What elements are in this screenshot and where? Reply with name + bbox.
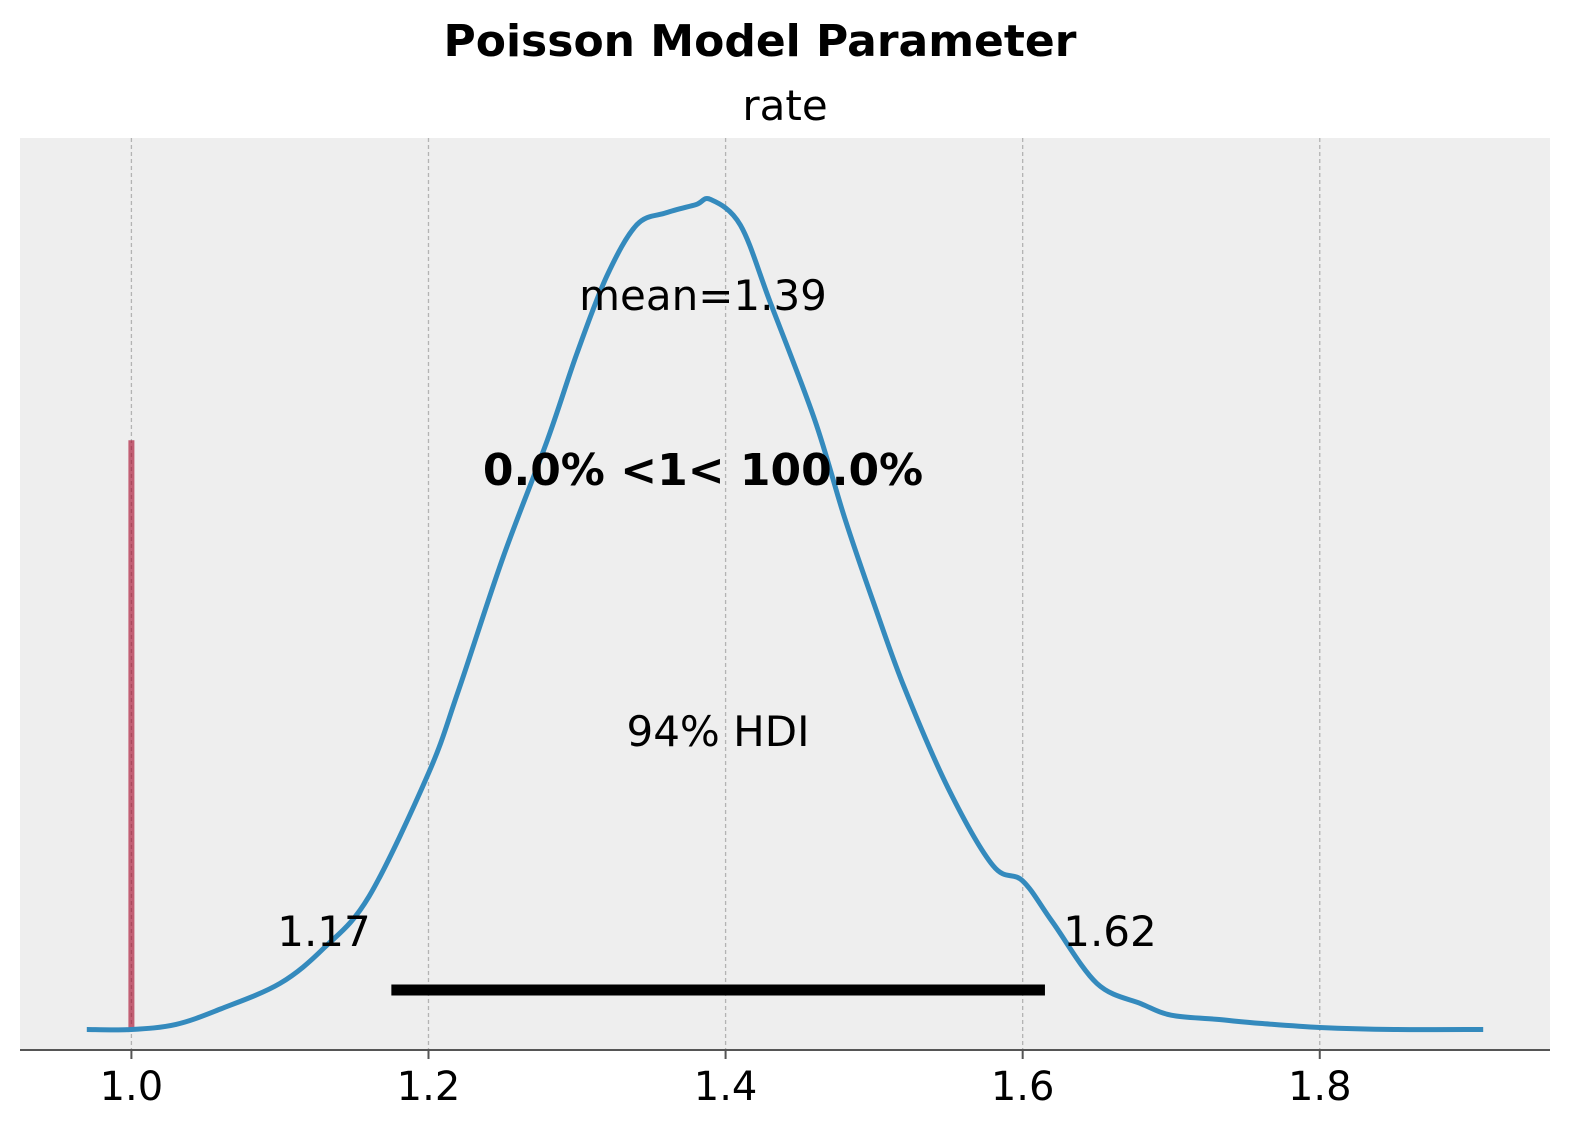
x-tick-label: 1.8: [1288, 1064, 1352, 1110]
hdi-label: 94% HDI: [626, 707, 809, 756]
hdi-high-label: 1.62: [1063, 907, 1157, 956]
density-curve: [86, 196, 1484, 1033]
x-tick-label: 1.6: [991, 1064, 1055, 1110]
chart-subtitle: rate: [742, 81, 827, 130]
plot-area: [20, 138, 1550, 1050]
x-tick-label: 1.2: [397, 1064, 461, 1110]
x-tick-label: 1.4: [694, 1064, 758, 1110]
mean-label: mean=1.39: [579, 271, 827, 320]
x-tick-label: 1.0: [100, 1064, 164, 1110]
x-tick-layer: 1.0 1.2 1.4 1.6 1.8: [100, 1050, 1352, 1110]
reference-label: 0.0% <1< 100.0%: [483, 445, 923, 496]
chart-title: Poisson Model Parameter: [444, 16, 1077, 67]
series-layer: [86, 196, 1484, 1033]
hdi-low-label: 1.17: [277, 907, 371, 956]
